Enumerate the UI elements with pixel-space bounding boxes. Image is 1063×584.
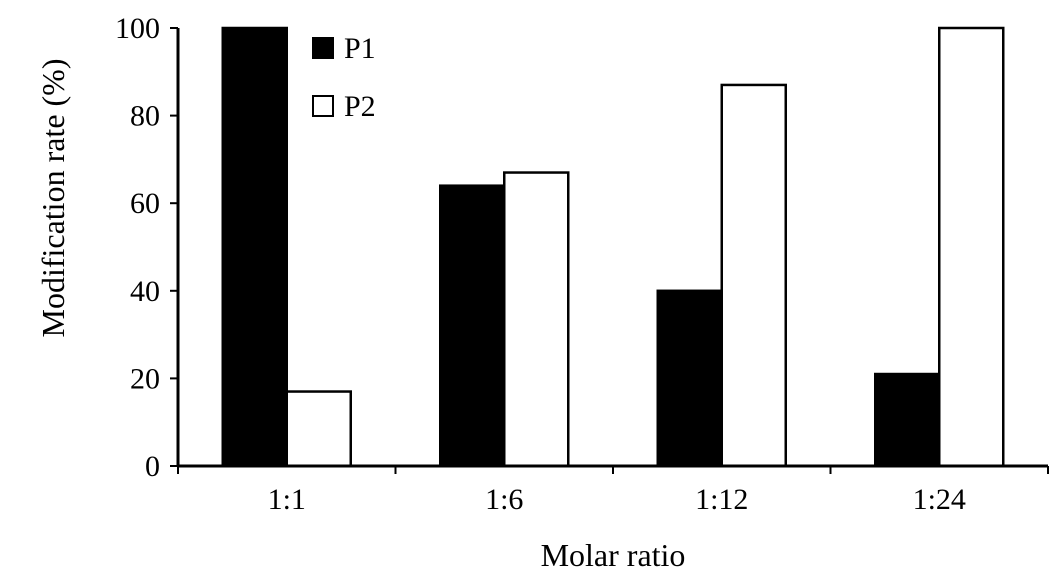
x-axis-title: Molar ratio — [541, 537, 686, 573]
y-tick-label-40: 40 — [130, 275, 160, 308]
bar-p1-1-24 — [874, 372, 941, 468]
legend-label-p2: P2 — [344, 90, 376, 123]
y-tick-label-0: 0 — [145, 450, 160, 483]
legend-label-p1: P1 — [344, 32, 376, 65]
legend-swatch-p2 — [312, 95, 334, 117]
x-tick-label-1-24: 1:24 — [913, 483, 966, 516]
bar-p2-1-12 — [720, 83, 787, 468]
y-axis-title: Modification rate (%) — [35, 59, 71, 338]
x-tick-label-1-12: 1:12 — [695, 483, 748, 516]
legend: P1 P2 — [312, 32, 376, 123]
bar-p2-1-24 — [938, 26, 1005, 468]
ticks-layer: 0 20 40 60 80 100 1:1 1:6 1:12 1:24 — [115, 12, 1049, 516]
bar-p2-1-1 — [285, 390, 352, 468]
bar-p1-1-1 — [221, 26, 288, 468]
y-tick-label-60: 60 — [130, 187, 160, 220]
y-tick-label-100: 100 — [115, 12, 160, 45]
bar-p1-1-6 — [439, 184, 506, 468]
y-tick-label-20: 20 — [130, 362, 160, 395]
x-tick-label-1-1: 1:1 — [268, 483, 306, 516]
bars-layer — [221, 26, 1005, 468]
legend-swatch-p1 — [312, 37, 334, 59]
bar-p1-1-12 — [656, 289, 723, 468]
y-tick-label-80: 80 — [130, 100, 160, 133]
bar-p2-1-6 — [503, 171, 570, 468]
x-tick-label-1-6: 1:6 — [485, 483, 523, 516]
